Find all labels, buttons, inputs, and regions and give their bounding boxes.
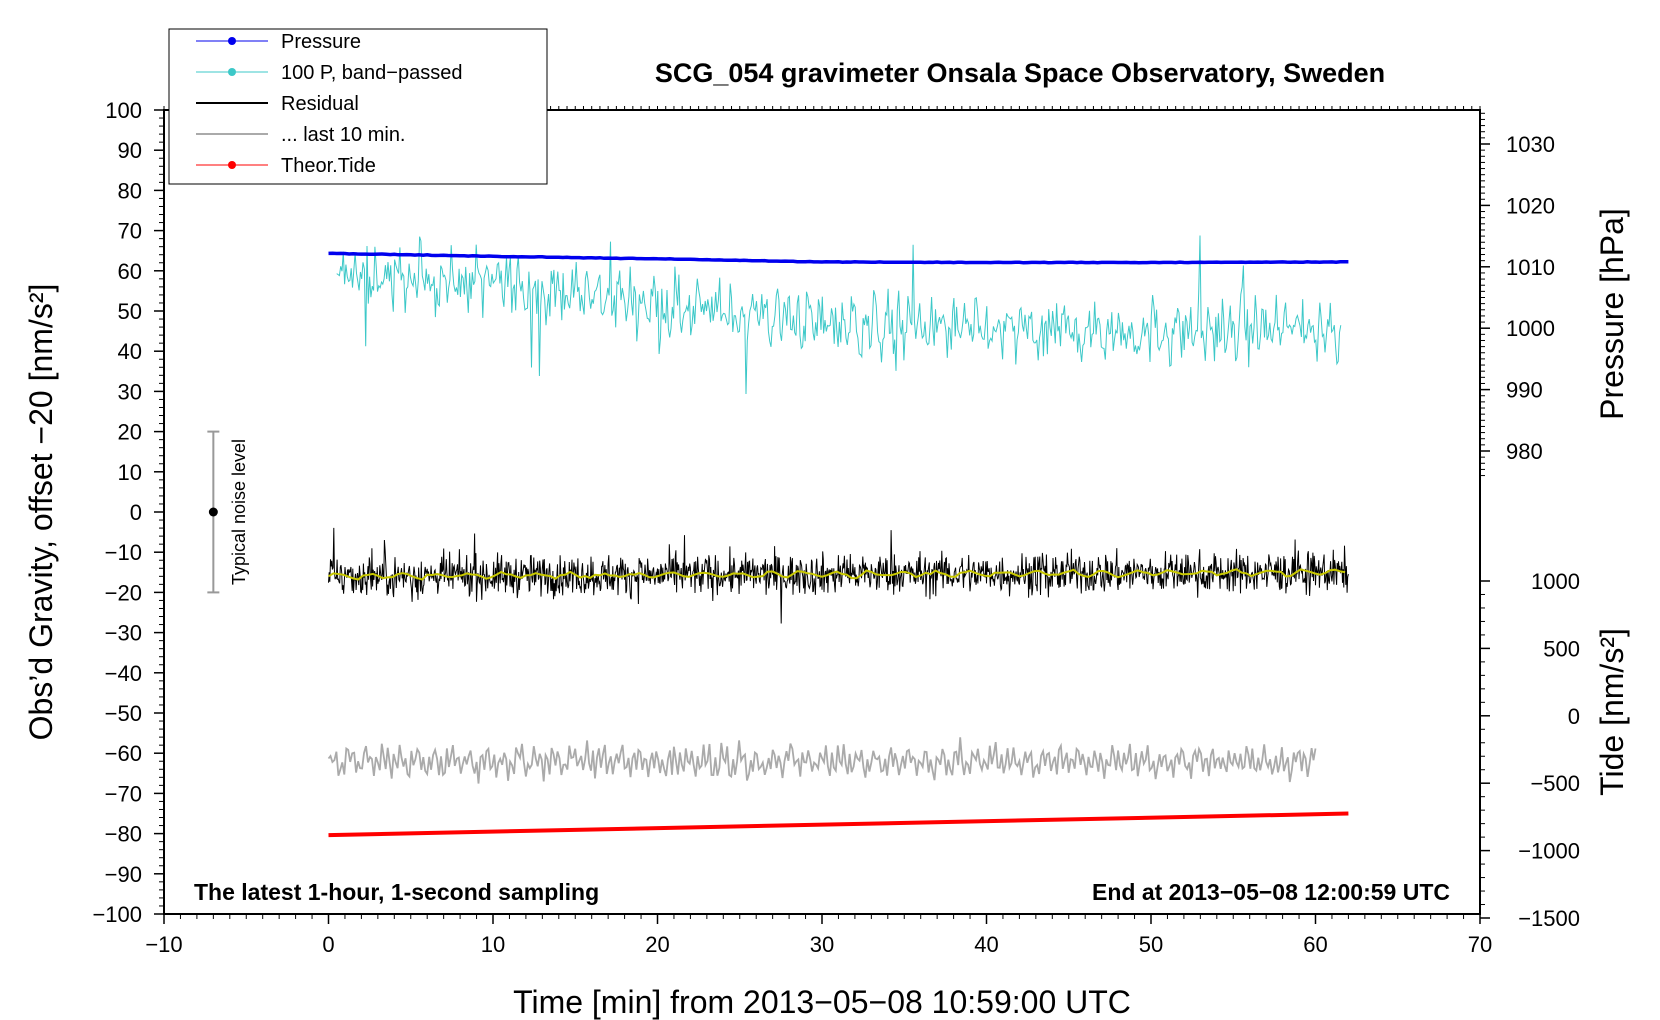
y-tick-label: −40: [105, 661, 142, 686]
y-tick-label: 80: [118, 178, 142, 203]
y-tick-label: 60: [118, 259, 142, 284]
noise-bar-center-dot: [208, 507, 218, 517]
legend-label: ... last 10 min.: [281, 124, 406, 146]
noise-level-bar: [207, 430, 220, 594]
y-axis-title: Obs’d Gravity, offset −20 [nm/s²]: [23, 284, 59, 741]
y-tick-label: 90: [118, 138, 142, 163]
tide-tick-label: −1000: [1518, 839, 1580, 864]
pressure-tick-label: 1000: [1506, 316, 1555, 341]
x-tick-label: 40: [974, 932, 998, 957]
y-tick-label: −80: [105, 822, 142, 847]
tide-tick-label: 1000: [1531, 569, 1580, 594]
y-tick-label: 20: [118, 420, 142, 445]
tide-axis-title: Tide [nm/s²]: [1594, 628, 1630, 796]
x-tick-label: 60: [1303, 932, 1327, 957]
y-tick-label: −60: [105, 741, 142, 766]
y-tick-label: −50: [105, 701, 142, 726]
pressure-line: [328, 251, 1349, 265]
tide-tick-label: 0: [1568, 704, 1580, 729]
y-tick-label: −90: [105, 862, 142, 887]
y-tick-label: −10: [105, 540, 142, 565]
pressure-tick-label: 980: [1506, 439, 1543, 464]
x-tick-label: 30: [810, 932, 834, 957]
right-annotation: End at 2013−05−08 12:00:59 UTC: [1092, 879, 1450, 905]
series-layer: [327, 235, 1349, 838]
x-tick-label: 20: [645, 932, 669, 957]
tide-axis-ticks: 1000 500 0 −500 −1000 −1500: [1480, 569, 1580, 931]
x-axis-ticks: −10 0 10 20 30 40 50 60 70: [145, 914, 1492, 957]
tide-line: [328, 811, 1349, 838]
legend: Pressure 100 P, band−passed Residual ... la…: [168, 28, 548, 185]
pressure-tick-label: 990: [1506, 378, 1543, 403]
left-annotation: The latest 1-hour, 1-second sampling: [194, 879, 599, 905]
legend-label: Theor.Tide: [281, 155, 376, 177]
residual-line: [328, 527, 1349, 624]
y-tick-label: −70: [105, 781, 142, 806]
legend-marker: [228, 37, 236, 45]
legend-label: Pressure: [281, 31, 361, 53]
x-axis-title: Time [min] from 2013−05−08 10:59:00 UTC: [513, 984, 1131, 1020]
y-tick-label: 10: [118, 460, 142, 485]
legend-label: 100 P, band−passed: [281, 62, 462, 84]
y-tick-label: 70: [118, 219, 142, 244]
band-passed-line: [336, 235, 1342, 395]
y-tick-label: 0: [130, 500, 142, 525]
y-tick-label: 40: [118, 339, 142, 364]
y-tick-label: 100: [105, 98, 142, 123]
pressure-axis-title: Pressure [hPa]: [1594, 208, 1630, 420]
x-tick-label: 0: [322, 932, 334, 957]
pressure-tick-label: 1030: [1506, 132, 1555, 157]
y-tick-label: 30: [118, 379, 142, 404]
y-tick-label: −20: [105, 580, 142, 605]
noise-level-label: Typical noise level: [229, 439, 249, 585]
legend-marker: [228, 161, 236, 169]
y-tick-label: −30: [105, 621, 142, 646]
tide-tick-label: −500: [1530, 771, 1580, 796]
tide-tick-label: −1500: [1518, 906, 1580, 931]
pressure-axis-ticks: 1030 1020 1010 1000 990 980: [1480, 112, 1555, 477]
last-10-min-line: [327, 737, 1317, 784]
pressure-tick-label: 1010: [1506, 255, 1555, 280]
x-tick-label: 50: [1139, 932, 1163, 957]
pressure-tick-label: 1020: [1506, 193, 1555, 218]
legend-box: [168, 28, 548, 185]
x-tick-label: 10: [481, 932, 505, 957]
chart-title: SCG_054 gravimeter Onsala Space Observat…: [655, 58, 1385, 88]
x-tick-label: 70: [1468, 932, 1492, 957]
legend-label: Residual: [281, 93, 359, 115]
y-tick-label: −100: [92, 902, 142, 927]
x-tick-label: −10: [145, 932, 182, 957]
y-tick-label: 50: [118, 299, 142, 324]
residual-smooth-line: [327, 568, 1346, 581]
tide-tick-label: 500: [1543, 636, 1580, 661]
legend-marker: [228, 68, 236, 76]
y-axis-ticks: 1009080706050403020100−10−20−30−40−50−60…: [92, 98, 164, 927]
